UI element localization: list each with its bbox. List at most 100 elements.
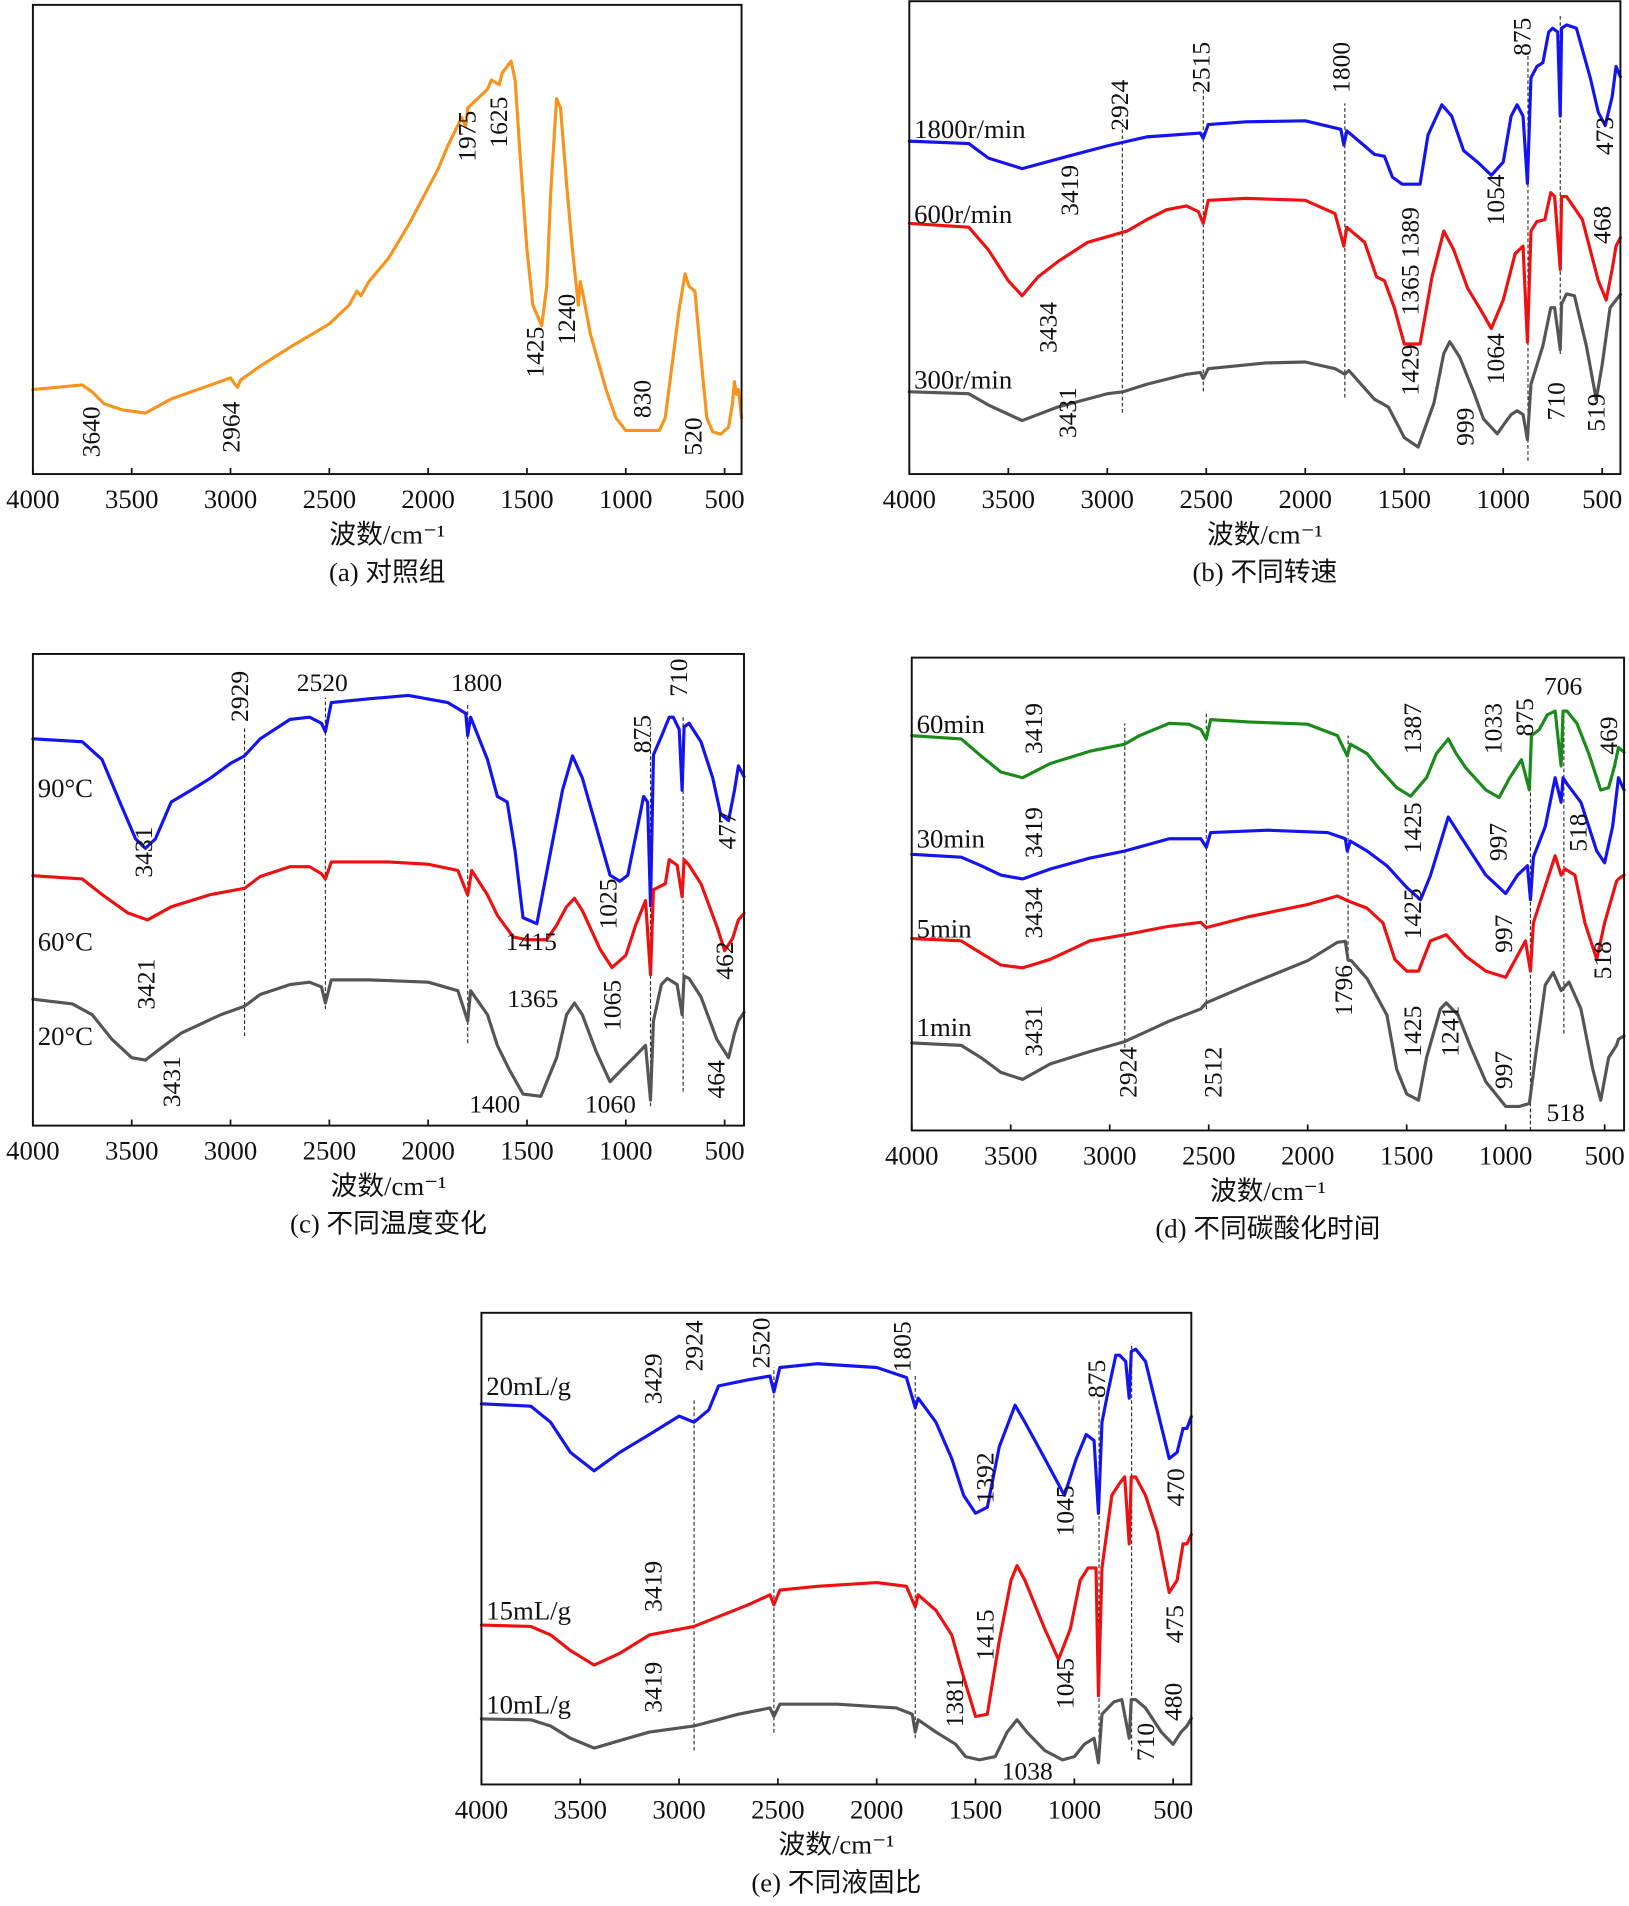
panel-a-control-group: 4000 3500 3000 2500 2000 1500 1000 500 3640 2964 1… <box>6 3 745 587</box>
panel-caption: (d) 不同碳酸化时间 <box>1155 1213 1380 1243</box>
series-line-30min <box>910 776 1626 902</box>
peak-label: 1425 <box>1398 888 1427 939</box>
peak-label: 1054 <box>1481 174 1510 225</box>
peak-label: 2520 <box>297 668 348 697</box>
series-label: 20mL/g <box>486 1371 571 1401</box>
series-line-10mL/g <box>479 1698 1193 1765</box>
peak-label: 475 <box>1160 1605 1189 1643</box>
plot-frame <box>908 0 1622 476</box>
x-tick-label: 4000 <box>6 1136 59 1166</box>
x-tick-label: 3500 <box>554 1794 607 1824</box>
x-tick-label: 2000 <box>401 484 454 514</box>
peak-label: 3431 <box>1053 387 1082 438</box>
peak-label: 477 <box>713 811 742 850</box>
peak-label: 1387 <box>1398 703 1427 754</box>
peak-label: 3429 <box>638 1353 667 1404</box>
x-tick-label: 3500 <box>982 484 1035 514</box>
series-label: 90°C <box>38 773 93 803</box>
peak-label: 1241 <box>1436 1006 1465 1057</box>
peak-label: 2929 <box>225 671 254 722</box>
x-tick-label: 500 <box>705 484 745 514</box>
peak-label: 1240 <box>552 294 581 345</box>
x-tick-label: 3000 <box>204 1136 257 1166</box>
peak-label: 3431 <box>157 1056 186 1107</box>
x-tick-label: 1000 <box>599 1136 652 1166</box>
series-label: 10mL/g <box>486 1689 571 1719</box>
x-tick-label: 1500 <box>500 1136 553 1166</box>
peak-label: 464 <box>702 1060 731 1099</box>
series-line-5min <box>910 854 1626 979</box>
panel-caption: (b) 不同转速 <box>1192 557 1337 587</box>
peak-label: 1381 <box>940 1676 969 1727</box>
peak-label: 1400 <box>469 1089 520 1118</box>
x-tick-label: 3000 <box>1081 484 1134 514</box>
panel-caption: (a) 对照组 <box>329 557 446 587</box>
peak-label: 710 <box>1542 382 1571 420</box>
x-tick-label: 1500 <box>1380 1141 1433 1171</box>
peak-label: 520 <box>678 417 707 455</box>
peak-label: 480 <box>1159 1683 1188 1721</box>
peak-label: 2924 <box>1114 1047 1143 1098</box>
peak-label: 3421 <box>131 959 160 1010</box>
peak-label: 710 <box>1131 1723 1160 1761</box>
x-tick-label: 2000 <box>850 1794 903 1824</box>
peak-label: 469 <box>1594 716 1623 754</box>
peak-label: 2964 <box>217 401 246 452</box>
peak-label: 3434 <box>1019 887 1048 938</box>
x-tick-label: 1500 <box>949 1794 1002 1824</box>
series-line-20mL/g <box>479 1347 1193 1515</box>
peak-label: 875 <box>628 715 657 753</box>
panel-b-rotation-speed: 1800r/min 600r/min 300r/min 4000 3500 3000 250… <box>883 0 1622 587</box>
series-line-60°C <box>31 858 746 977</box>
series-line-90°C <box>31 693 746 926</box>
peak-label: 1060 <box>585 1089 636 1118</box>
peak-label: 875 <box>1510 698 1539 736</box>
x-tick-label: 2500 <box>303 484 356 514</box>
peak-label: 1796 <box>1329 965 1358 1016</box>
peak-label: 1415 <box>506 927 557 956</box>
peak-label: 1975 <box>452 111 481 162</box>
series-line-1800r/min <box>907 23 1622 186</box>
series-label: 600r/min <box>914 199 1012 229</box>
peak-label: 1800 <box>1326 42 1355 93</box>
peak-label: 2520 <box>747 1317 776 1368</box>
peak-label: 468 <box>1588 206 1617 244</box>
peak-label: 830 <box>627 380 656 418</box>
peak-label: 1025 <box>594 878 623 929</box>
peak-label: 1033 <box>1478 703 1507 754</box>
x-tick-label: 2500 <box>1182 1141 1235 1171</box>
peak-label: 1065 <box>597 980 626 1031</box>
panel-d-carbonation-time: 60min 30min 5min 1min 4000 3500 3000 2500 2000 15… <box>885 656 1626 1243</box>
series-line-15mL/g <box>479 1475 1193 1719</box>
plot-frame <box>31 652 745 1127</box>
peak-label: 1625 <box>484 97 513 148</box>
peak-label: 875 <box>1082 1360 1111 1398</box>
peak-label: 710 <box>664 658 693 696</box>
peak-label: 1425 <box>1398 802 1427 853</box>
peak-label: 1038 <box>1002 1757 1053 1786</box>
x-tick-label: 2000 <box>401 1136 454 1166</box>
x-axis-label: 波数/cm⁻¹ <box>329 519 445 549</box>
x-tick-label: 3500 <box>105 1136 158 1166</box>
peak-label: 518 <box>1588 941 1617 979</box>
peak-label: 997 <box>1483 823 1512 862</box>
peak-label: 1805 <box>887 1321 916 1372</box>
series-line-20°C <box>31 974 746 1102</box>
panel-caption: (c) 不同温度变化 <box>290 1209 487 1239</box>
peak-label: 997 <box>1489 1051 1518 1090</box>
x-axis-label: 波数/cm⁻¹ <box>1210 1176 1326 1206</box>
peak-label: 3434 <box>1033 302 1062 353</box>
peak-label: 2924 <box>680 1320 709 1371</box>
peak-label: 1425 <box>520 327 549 378</box>
series-label: 60min <box>917 709 985 739</box>
plot-frame <box>480 1311 1193 1786</box>
peak-label: 706 <box>1544 671 1582 700</box>
x-tick-label: 500 <box>1585 1141 1625 1171</box>
peak-label: 3419 <box>1055 165 1084 216</box>
panel-caption: (e) 不同液固比 <box>751 1867 921 1897</box>
peak-label: 3419 <box>638 1662 667 1713</box>
series-label: 30min <box>917 824 985 854</box>
x-tick-label: 2500 <box>751 1794 804 1824</box>
x-tick-label: 500 <box>705 1136 745 1166</box>
series-label: 60°C <box>38 927 93 957</box>
